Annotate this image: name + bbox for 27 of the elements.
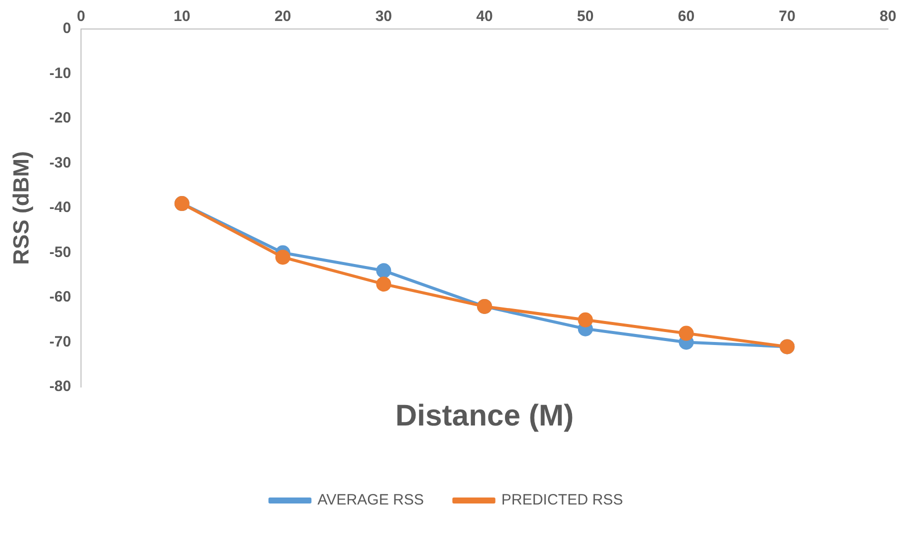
x-tick-label: 80 (880, 8, 896, 26)
x-tick-label: 50 (577, 8, 594, 26)
x-tick-label: 10 (174, 8, 190, 26)
point (678, 326, 694, 341)
y-tick-label: -60 (49, 288, 72, 306)
x-tick-label: 40 (476, 8, 493, 26)
point (376, 276, 392, 292)
point (275, 250, 290, 265)
x-tick-label: 70 (778, 8, 796, 26)
point (578, 312, 593, 328)
y-tick-label: -40 (49, 199, 72, 216)
x-tick-label: 60 (678, 8, 695, 26)
y-tick-label: -80 (49, 378, 72, 396)
legend-label: AVERAGE RSS (317, 492, 424, 509)
x-axis-title: Distance (M) (395, 399, 574, 432)
y-tick-label: -50 (49, 244, 72, 261)
y-tick-label: -10 (49, 64, 72, 82)
y-axis-title: RSS (dBM) (8, 151, 34, 265)
x-tick-label: 30 (375, 8, 392, 26)
legend-label: PREDICTED RSS (501, 492, 624, 509)
y-tick-label: -20 (49, 110, 72, 127)
y-tick-label: -70 (49, 333, 72, 350)
x-tick-label: 0 (76, 8, 86, 26)
y-tick-label: 0 (62, 20, 72, 38)
x-tick-label: 20 (274, 8, 292, 26)
y-tick-label: -30 (49, 154, 72, 172)
point (376, 263, 392, 278)
